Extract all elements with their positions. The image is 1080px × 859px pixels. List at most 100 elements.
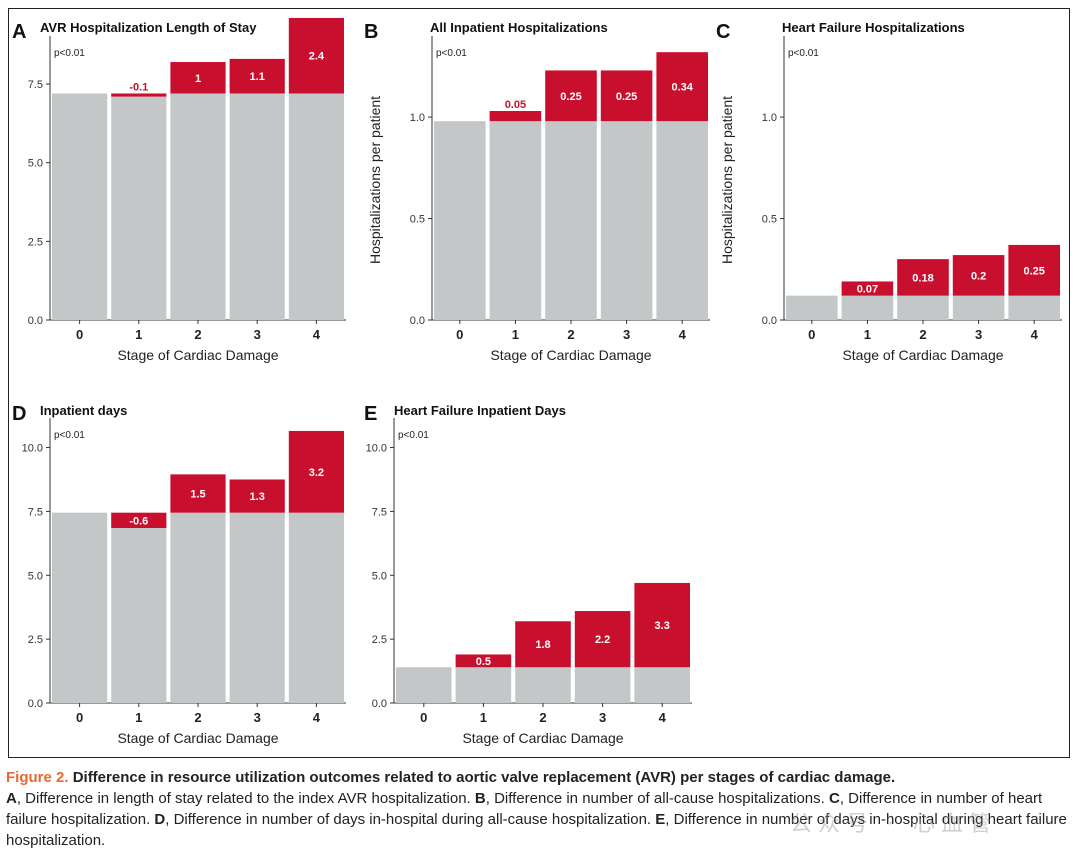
bar-diff-d-1 (111, 512, 167, 529)
x-axis-label-d: Stage of Cardiac Damage (117, 730, 278, 746)
figure-frame (8, 8, 1070, 758)
panel-c: C Heart Failure Hospitalizations p<0.01 0.0… (714, 14, 1064, 374)
x-axis-label-c: Stage of Cardiac Damage (842, 347, 1003, 363)
x-tick-label-c-0: 0 (808, 327, 815, 342)
panel-a: A AVR Hospitalization Length of Stay p<0.0… (10, 14, 360, 374)
bar-base-d-3 (229, 512, 285, 703)
panel-title-e: Heart Failure Inpatient Days (394, 403, 566, 418)
bar-base-a-3 (229, 93, 285, 320)
bar-diff-b-4 (656, 52, 708, 122)
y-tick-label-d-3: 7.5 (28, 506, 43, 518)
x-tick-label-a-0: 0 (76, 327, 83, 342)
x-tick-label-c-4: 4 (1031, 327, 1039, 342)
chart-b-svg: B All Inpatient Hospitalizations p<0.01 0.0… (364, 20, 710, 363)
bar-base-b-2 (545, 121, 597, 320)
panel-letter-d: D (12, 403, 26, 425)
bar-diff-b-2 (545, 70, 597, 122)
bar-base-e-2 (515, 667, 571, 703)
caption-text-d: , Difference in number of days in-hospit… (165, 811, 656, 828)
caption-text-c: , Difference in number of heart failure … (6, 790, 1043, 828)
bar-base-b-0 (434, 121, 486, 320)
y-tick-label-d-2: 5.0 (28, 570, 43, 582)
x-tick-label-e-2: 2 (539, 710, 546, 725)
x-tick-label-e-3: 3 (599, 710, 606, 725)
figure-title: Difference in resource utilization outco… (72, 769, 896, 786)
y-tick-label-a-0: 0.0 (28, 315, 43, 327)
bar-label-a-3: 1.1 (250, 71, 265, 83)
bar-diff-d-4 (288, 430, 344, 513)
bar-label-b-1: 0.05 (505, 99, 526, 111)
x-tick-label-a-1: 1 (135, 327, 142, 342)
caption-text-e: , Difference in number of days in-hospit… (6, 811, 1067, 849)
x-tick-label-e-0: 0 (420, 710, 427, 725)
p-value-d: p<0.01 (54, 430, 85, 441)
figure-caption: Figure 2. Difference in resource utiliza… (6, 767, 1074, 851)
x-tick-label-d-0: 0 (76, 710, 83, 725)
x-tick-label-c-2: 2 (919, 327, 926, 342)
bar-label-d-3: 1.3 (250, 491, 265, 503)
y-tick-label-b-2: 1.0 (410, 112, 425, 124)
y-tick-label-e-3: 7.5 (372, 506, 387, 518)
x-tick-label-d-1: 1 (135, 710, 142, 725)
caption-letter-e: E (655, 811, 666, 828)
y-axis-label-c: Hospitalizations per patient (719, 96, 735, 264)
y-tick-label-e-1: 2.5 (372, 634, 387, 646)
bar-diff-c-3 (952, 255, 1005, 296)
p-value-b: p<0.01 (436, 48, 467, 59)
bar-label-b-2: 0.25 (560, 91, 581, 103)
bar-diff-e-1 (455, 654, 512, 668)
bar-diff-c-1 (841, 281, 894, 296)
x-tick-label-d-2: 2 (194, 710, 201, 725)
bar-label-e-3: 2.2 (595, 634, 610, 646)
bar-base-a-4 (288, 93, 344, 320)
figure-number: Figure 2. (6, 769, 69, 786)
bar-base-b-3 (600, 121, 653, 320)
x-tick-label-e-1: 1 (480, 710, 487, 725)
bar-base-a-2 (170, 93, 226, 320)
y-tick-label-d-0: 0.0 (28, 698, 43, 710)
bar-label-c-3: 0.2 (971, 270, 986, 282)
x-tick-label-d-3: 3 (254, 710, 261, 725)
bar-label-c-2: 0.18 (912, 272, 933, 284)
bar-base-c-4 (1008, 295, 1060, 320)
bar-label-e-2: 1.8 (535, 639, 550, 651)
bar-diff-a-4 (288, 17, 344, 94)
x-tick-label-c-1: 1 (864, 327, 871, 342)
panel-title-a: AVR Hospitalization Length of Stay (40, 20, 257, 35)
x-tick-label-b-2: 2 (567, 327, 574, 342)
caption-letter-d: D (154, 811, 166, 828)
x-tick-label-e-4: 4 (659, 710, 667, 725)
x-tick-label-a-2: 2 (194, 327, 201, 342)
y-tick-label-d-4: 10.0 (22, 443, 43, 455)
caption-letter-b: B (474, 790, 486, 807)
panel-letter-b: B (364, 21, 378, 43)
bar-base-a-1 (111, 96, 167, 320)
bar-diff-b-1 (489, 111, 542, 122)
bar-diff-b-3 (600, 70, 653, 122)
bar-diff-e-3 (574, 611, 631, 668)
chart-d-svg: D Inpatient days p<0.01 0.0 2.5 5.0 7.5 10.0 0 -0… (12, 403, 346, 746)
x-tick-label-d-4: 4 (313, 710, 321, 725)
bar-label-b-4: 0.34 (671, 82, 693, 94)
y-tick-label-e-0: 0.0 (372, 698, 387, 710)
bar-label-c-4: 0.25 (1023, 265, 1044, 277)
bar-label-d-2: 1.5 (190, 489, 205, 501)
panel-title-b: All Inpatient Hospitalizations (430, 20, 608, 35)
p-value-c: p<0.01 (788, 48, 819, 59)
bar-diff-d-3 (229, 479, 285, 513)
x-tick-label-a-4: 4 (313, 327, 321, 342)
x-axis-label-a: Stage of Cardiac Damage (117, 347, 278, 363)
caption-letter-c: C (829, 790, 840, 807)
bar-base-c-2 (897, 295, 949, 320)
bar-diff-c-2 (897, 259, 949, 296)
x-tick-label-b-3: 3 (623, 327, 630, 342)
bar-base-a-0 (52, 93, 108, 320)
p-value-a: p<0.01 (54, 48, 85, 59)
bar-base-c-0 (786, 295, 838, 320)
bar-diff-e-4 (634, 582, 690, 668)
bar-base-c-1 (841, 295, 894, 320)
bar-base-e-0 (396, 667, 452, 703)
x-tick-label-b-1: 1 (512, 327, 519, 342)
bar-label-a-2: 1 (195, 73, 201, 85)
panel-letter-a: A (12, 21, 26, 43)
